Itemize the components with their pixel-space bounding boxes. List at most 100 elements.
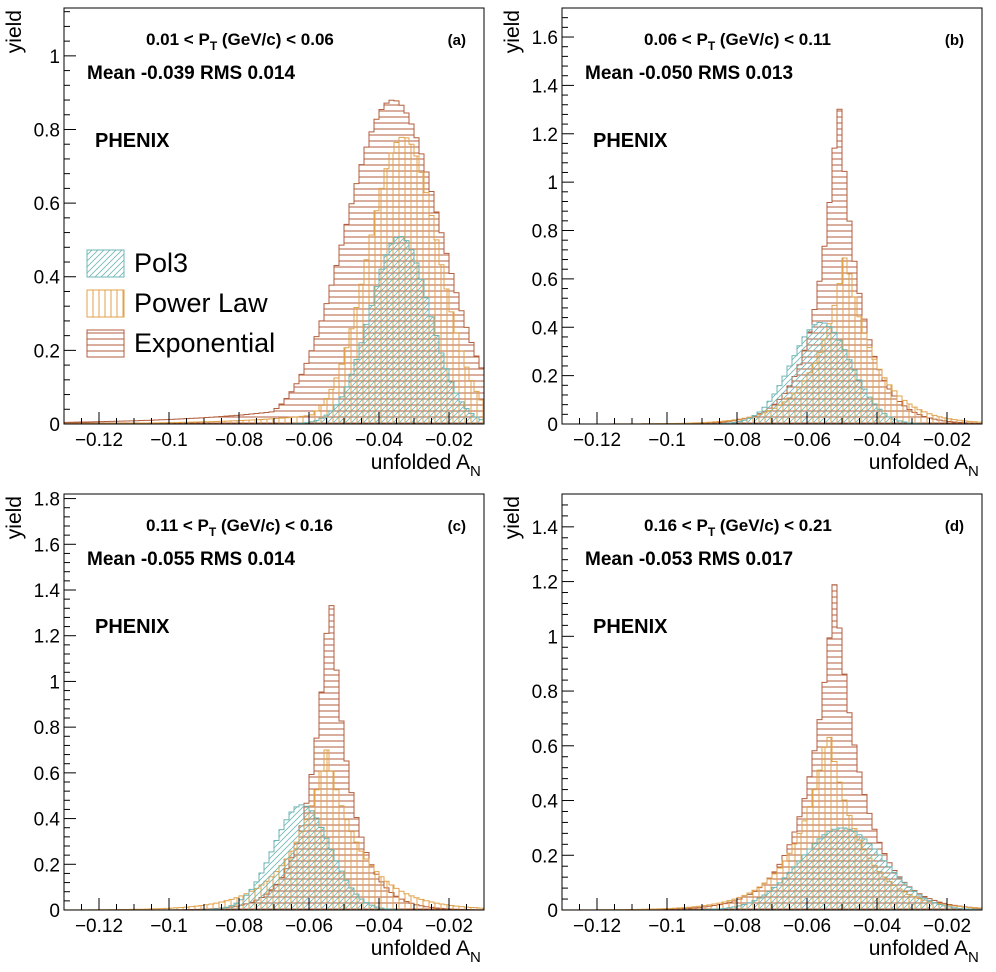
y-tick-label: 0 [49, 415, 60, 436]
legend-entry: Power Law [134, 288, 268, 318]
panel-a: −0.12 −0.1 −0.08 −0.06 −0.04 −0.02 0 0.2 0.4 0.6 0… [3, 7, 485, 480]
panel-b: −0.12 −0.1 −0.08 −0.06 −0.04 −0.02 0 0.2 0.4 0.6 0… [501, 7, 983, 480]
experiment-label: PHENIX [593, 616, 668, 638]
y-tick-label: 0.2 [532, 367, 558, 388]
panel-d: −0.12 −0.1 −0.08 −0.06 −0.04 −0.02 0 0.2 0.4 0.6 0… [501, 493, 983, 966]
x-tick-label: −0.12 [573, 916, 621, 937]
x-tick-label: −0.02 [425, 916, 473, 937]
pt-range-label: 0.16 < PT (GeV/c) < 0.21 [644, 516, 832, 539]
y-tick-label: 1.8 [34, 490, 60, 511]
x-tick-label: −0.04 [355, 430, 404, 451]
y-tick-label: 0 [49, 901, 60, 922]
x-tick-label: −0.08 [713, 916, 761, 937]
x-tick-label: −0.08 [713, 430, 761, 451]
panel-label: (b) [945, 32, 964, 49]
y-tick-label: 1.4 [532, 518, 559, 539]
histogram-power-law [561, 736, 983, 911]
y-tick-label: 0.6 [532, 737, 558, 758]
histogram-exponential [562, 108, 983, 425]
x-axis-title-subscript: N [470, 463, 481, 480]
legend-swatch [86, 289, 125, 318]
y-tick-label: 1 [49, 672, 60, 693]
y-tick-label: 0.8 [532, 682, 558, 703]
experiment-label: PHENIX [95, 616, 170, 638]
x-axis-title-subscript: N [968, 949, 979, 966]
histogram-pol3 [562, 827, 983, 911]
x-tick-label: −0.06 [285, 916, 333, 937]
y-tick-label: 0.6 [532, 270, 558, 291]
y-tick-label: 0.8 [532, 222, 558, 243]
y-axis-title: yield [501, 10, 524, 53]
x-tick-label: −0.06 [783, 430, 831, 451]
y-tick-label: 0.6 [34, 194, 60, 215]
x-axis-title-subscript: N [470, 949, 481, 966]
y-tick-label: 0 [547, 901, 558, 922]
x-tick-label: −0.1 [648, 916, 686, 937]
x-tick-label: −0.12 [75, 430, 123, 451]
x-tick-label: −0.12 [573, 430, 621, 451]
y-tick-label: 1.6 [34, 535, 60, 556]
y-tick-label: 0.8 [34, 718, 60, 739]
stats-label: Mean -0.039 RMS 0.014 [87, 63, 295, 84]
x-axis-title: unfolded A [371, 451, 470, 474]
y-tick-label: 1.2 [532, 125, 558, 146]
x-tick-label: −0.04 [853, 916, 902, 937]
x-tick-label: −0.04 [853, 430, 902, 451]
y-tick-label: 1 [547, 173, 558, 194]
stats-label: Mean -0.050 RMS 0.013 [585, 63, 793, 84]
x-tick-label: −0.06 [783, 916, 831, 937]
y-tick-label: 0.4 [34, 268, 61, 289]
y-tick-label: 0.4 [532, 792, 559, 813]
x-tick-label: −0.02 [425, 430, 473, 451]
y-tick-label: 0.6 [34, 764, 60, 785]
panel-label: (c) [448, 518, 466, 535]
x-tick-label: −0.1 [648, 430, 686, 451]
x-tick-label: −0.08 [215, 430, 263, 451]
y-axis-title: yield [3, 496, 26, 539]
y-tick-label: 1.4 [34, 581, 61, 602]
experiment-label: PHENIX [95, 130, 170, 152]
legend-entry: Pol3 [134, 248, 188, 278]
y-tick-label: 1.4 [532, 76, 559, 97]
stats-label: Mean -0.053 RMS 0.017 [585, 549, 793, 570]
panel-c: −0.12 −0.1 −0.08 −0.06 −0.04 −0.02 0 0.2 0.4 0.6 0… [3, 490, 485, 966]
x-tick-label: −0.02 [923, 916, 971, 937]
y-tick-label: 0.2 [34, 855, 60, 876]
x-axis-title: unfolded A [869, 451, 968, 474]
legend: Pol3 Power Law Exponential [86, 248, 275, 358]
x-tick-label: −0.02 [923, 430, 971, 451]
x-tick-label: −0.1 [150, 916, 188, 937]
legend-swatch [86, 249, 125, 278]
x-tick-label: −0.1 [150, 430, 188, 451]
y-tick-label: 0.2 [532, 846, 558, 867]
panel-label: (d) [945, 518, 964, 535]
y-tick-label: 1 [547, 627, 558, 648]
x-axis-title: unfolded A [371, 937, 470, 960]
y-tick-label: 1 [49, 47, 60, 68]
x-tick-label: −0.04 [355, 916, 404, 937]
x-tick-label: −0.08 [215, 916, 263, 937]
histogram-pol3 [64, 804, 484, 911]
y-tick-label: 0.2 [34, 341, 60, 362]
histogram-pol3 [562, 322, 982, 425]
y-axis-title: yield [3, 10, 26, 53]
x-tick-label: −0.12 [75, 916, 123, 937]
y-tick-label: 1.6 [532, 28, 558, 49]
y-tick-label: 0 [547, 415, 558, 436]
pt-range-label: 0.01 < PT (GeV/c) < 0.06 [146, 30, 334, 53]
y-tick-label: 0.8 [34, 120, 60, 141]
y-tick-label: 0.4 [532, 318, 559, 339]
pt-range-label: 0.06 < PT (GeV/c) < 0.11 [644, 30, 831, 53]
panel-label: (a) [448, 32, 466, 49]
x-axis-title-subscript: N [968, 463, 979, 480]
legend-swatch [86, 329, 125, 358]
experiment-label: PHENIX [593, 130, 668, 152]
pt-range-label: 0.11 < PT (GeV/c) < 0.16 [146, 516, 333, 539]
x-tick-label: −0.06 [285, 430, 333, 451]
legend-entry: Exponential [134, 328, 275, 358]
y-tick-label: 1.2 [532, 573, 558, 594]
stats-label: Mean -0.055 RMS 0.014 [87, 549, 295, 570]
y-axis-title: yield [501, 496, 524, 539]
y-tick-label: 0.4 [34, 810, 61, 831]
